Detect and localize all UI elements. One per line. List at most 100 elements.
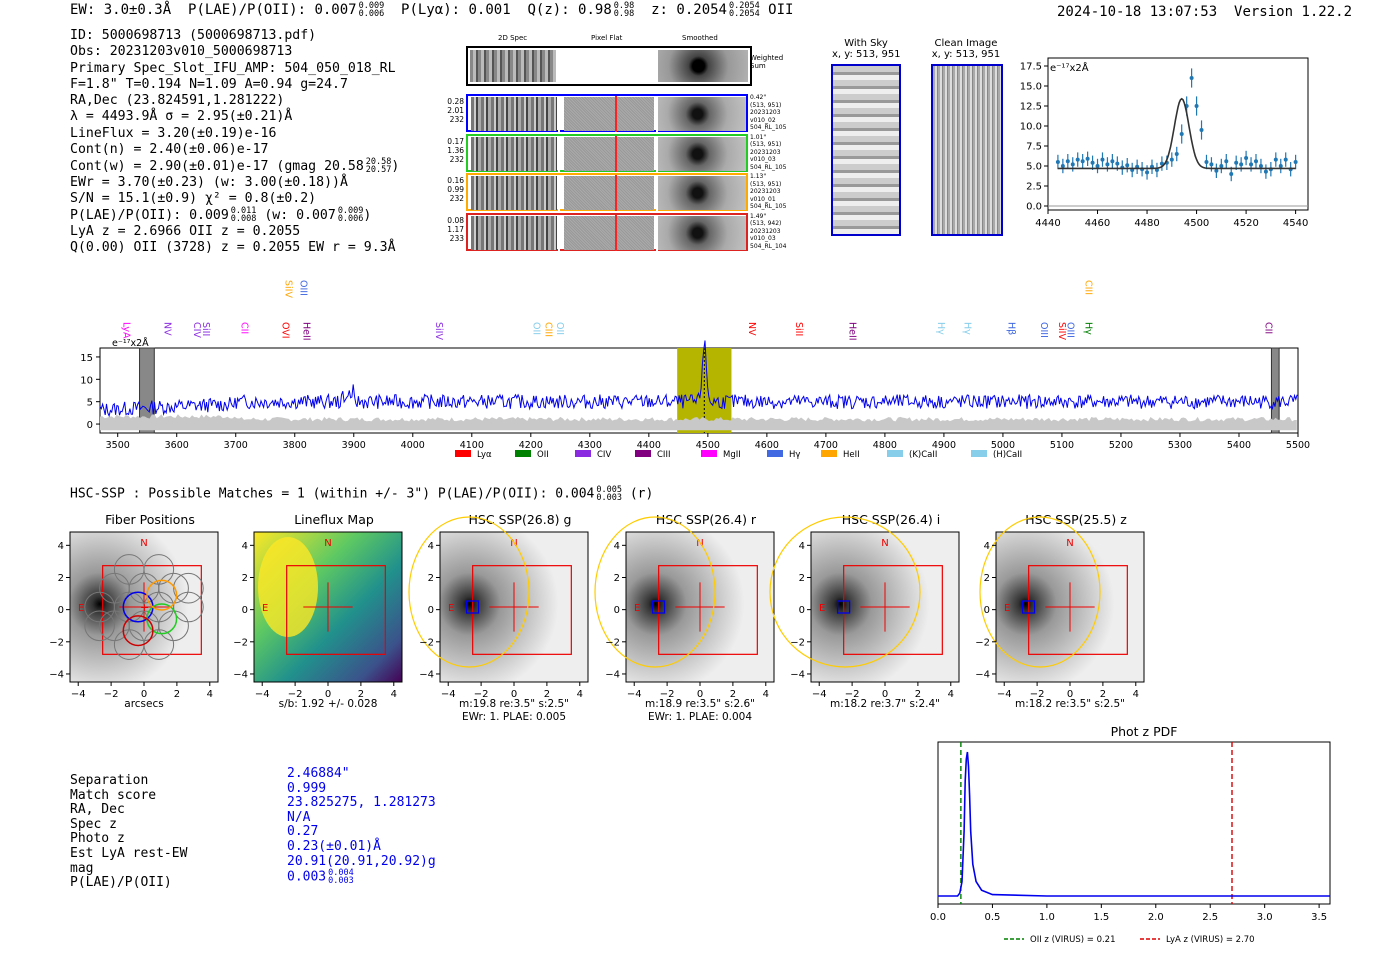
- zoom-ytick-label: 17.5: [1020, 62, 1042, 73]
- legend-swatch: [767, 450, 783, 457]
- cutout-divider: [558, 135, 560, 172]
- hsc-title-hi: 0.005: [596, 485, 622, 495]
- photz-legend-label: LyA z (VIRUS) = 2.70: [1166, 935, 1255, 945]
- photz-curve: [938, 751, 1330, 897]
- spec-xtick-label: 3500: [106, 440, 130, 451]
- cutout-row-right-labels: 1.49" (513, 942) 20231203 v010_03 504_RL_104: [750, 213, 786, 251]
- hsc-ytick-label: 0: [58, 605, 64, 616]
- hsc-panel-image: N E −4 −4 −2 −2 0 0 2 2 4 4: [408, 516, 589, 700]
- cutout-row-right-label: 504_RL_105: [750, 203, 787, 210]
- legend-swatch: [575, 450, 591, 457]
- header-z-line: OII: [768, 2, 794, 18]
- zoom-point: [1169, 157, 1174, 162]
- spec-xtick-label: 4900: [932, 440, 956, 451]
- summary-value: 0.27: [287, 824, 319, 840]
- hsc-ytick-label: −2: [419, 637, 434, 648]
- east-label: E: [448, 603, 454, 614]
- cutout-row-right-label: v010_03: [750, 235, 776, 242]
- spec-line-label: NV: [162, 322, 173, 336]
- info-lambda: λ = 4493.9Å σ = 2.95(±0.21)Å: [70, 109, 293, 125]
- hsc-xtick-label: −4: [627, 689, 642, 700]
- info-contw-lo: 20.57: [365, 165, 392, 176]
- hsc-panel: HSC SSP(26.8) g N E −4 −4 −2 −2 0 0 2 2 4 4 m:19.8 re…: [408, 512, 600, 732]
- fiber-circle: [84, 591, 115, 623]
- legend-label: Hγ: [789, 450, 800, 460]
- zoom-chart: 0.0 2.5 5.0 7.5 10.0 12.5 15.0 17.5 4440 4460 448…: [1020, 57, 1309, 229]
- spec-xtick-label: 4200: [519, 440, 543, 451]
- hsc-ytick-label: −4: [605, 669, 620, 680]
- info-plae-lo: 0.008: [230, 214, 257, 225]
- zoom-point: [1159, 161, 1164, 166]
- hsc-panel-image: N E −4 −4 −2 −2 0 0 2 2 4 4: [594, 516, 775, 700]
- cutout-row-right-labels: 1.13" (513, 951) 20231203 v010_01 504_RL_105: [750, 173, 786, 211]
- spec-line-label: Hβ: [1006, 322, 1017, 335]
- info-contn: Cont(n) = 2.40(±0.06)e-17: [70, 142, 269, 158]
- zoom-ytick-label: 10.0: [1020, 122, 1042, 133]
- summary-label: Photo z: [70, 831, 125, 847]
- zoom-point: [1229, 172, 1234, 176]
- north-label: N: [1066, 538, 1073, 549]
- zoom-point: [1204, 160, 1209, 164]
- clean-subtitle: x, y: 513, 951: [931, 49, 1001, 60]
- spec-xtick-label: 4600: [755, 440, 779, 451]
- spec-line-label: LyA: [120, 322, 131, 339]
- zoom-point: [1100, 157, 1105, 162]
- spec-xtick-label: 4100: [460, 440, 484, 451]
- zoom-point: [1249, 162, 1254, 167]
- hsc-ytick-label: −2: [233, 637, 248, 648]
- hsc-xtick-label: −2: [104, 689, 119, 700]
- spec-xtick-label: 5100: [1050, 440, 1074, 451]
- header-plya: P(Lyα): 0.001: [401, 2, 511, 18]
- zoom-point: [1145, 170, 1150, 175]
- zoom-point: [1090, 160, 1095, 165]
- search-box: [1028, 565, 1128, 655]
- cutout-row-left-label: 232: [449, 115, 464, 124]
- spec-line-label: CII: [238, 322, 249, 334]
- zoom-frame: [1047, 57, 1309, 211]
- summary-value: 23.825275, 1.281273: [287, 795, 436, 811]
- spec-xticks: 3500 3600 3700 3800 3900 4000 4100 4200 4300 4400…: [106, 433, 1310, 451]
- spec-line-label: HeII: [300, 322, 311, 341]
- withsky-title-text: With Sky: [844, 38, 888, 49]
- zoom-ytick-label: 0.0: [1026, 202, 1042, 213]
- info-plae-w-hi: 0.009: [337, 206, 364, 217]
- cutout-row-left-labels: 0.16 0.99 232: [444, 176, 464, 203]
- zoom-point: [1263, 169, 1268, 174]
- zoom-point: [1055, 160, 1060, 164]
- zoom-point: [1095, 164, 1100, 168]
- zoom-xticks: 4440 4460 4480 4500 4520 4540: [1035, 210, 1308, 229]
- north-label: N: [696, 538, 703, 549]
- target-marker: +: [140, 601, 149, 614]
- photz-chart: Phot z PDF 0.0 0.5 1.0 1.5 2.0 2.5 3.0 3.5 OII …: [930, 724, 1331, 945]
- summary-label: Separation: [70, 773, 149, 788]
- spec-line-label: SiII: [793, 322, 804, 336]
- legend-label: OII: [537, 450, 549, 460]
- spec-noise-band: [100, 414, 1297, 431]
- zoom-point: [1065, 159, 1070, 164]
- fiber-circle-third: [146, 579, 178, 611]
- zoom-xtick-label: 4460: [1085, 218, 1110, 229]
- hsc-panel-caption: m:19.8 re:3.5" s:2.5": [459, 698, 569, 710]
- spec-line-label: CIV: [191, 322, 202, 338]
- legend-swatch: [701, 450, 717, 457]
- cutout-divider: [656, 175, 658, 211]
- hsc-xtick-label: −4: [255, 689, 270, 700]
- info-plae-w-lo: 0.006: [337, 214, 364, 225]
- hsc-panel-title: Lineflux Map: [294, 512, 374, 527]
- photz-xticks: 0.0 0.5 1.0 1.5 2.0 2.5 3.0 3.5: [930, 904, 1327, 923]
- cutout-row-left-label: 0.16: [447, 176, 464, 185]
- info-contw: Cont(w) = 2.90(±0.01)e-17 (gmag 20.58: [70, 159, 364, 175]
- cutout-row-right-label: (513, 942): [750, 220, 782, 227]
- search-box: [472, 565, 572, 655]
- cutout-flat-image: [564, 215, 654, 250]
- cutout-2d-image: [471, 215, 557, 250]
- hsc-ytick-label: 4: [58, 541, 64, 552]
- legend-swatch: [821, 450, 837, 457]
- summary-values: 2.46884" 0.999 23.825275, 1.281273 N/A 0…: [287, 766, 436, 885]
- hsc-xtick-label: 2: [174, 689, 180, 700]
- cutout-2d-image: [471, 136, 557, 171]
- header-timestamp-line: 2024-10-18 13:07:53 Version 1.22.2: [1057, 4, 1352, 20]
- cutout-row-right-label: (513, 951): [750, 180, 782, 188]
- cutout-flat-marker: [615, 96, 617, 132]
